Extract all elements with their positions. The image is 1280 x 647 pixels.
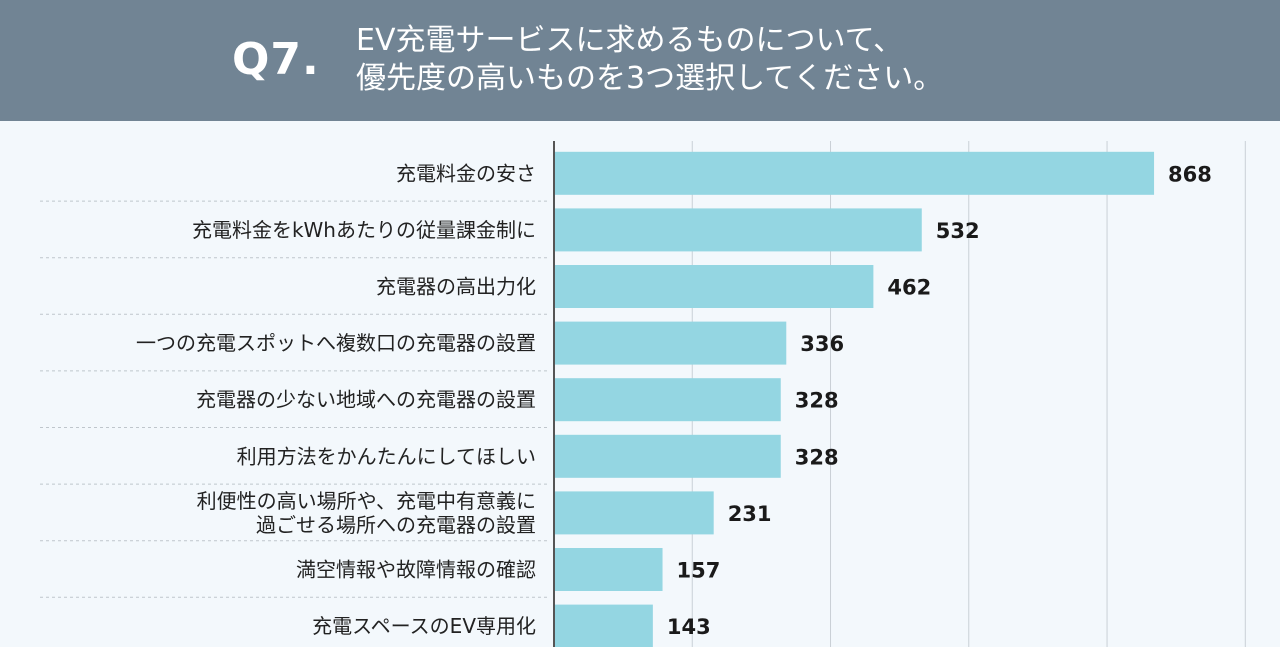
value-label: 532 [936,219,980,243]
category-label: 過ごせる場所への充電器の設置 [256,513,536,537]
bar [554,491,714,535]
value-label: 868 [1168,162,1212,186]
bar [554,604,653,647]
bar [554,208,922,252]
bar [554,151,1155,195]
category-label: 一つの充電スポットへ複数口の充電器の設置 [136,331,536,355]
category-label: 充電器の高出力化 [376,275,536,299]
question-text: EV充電サービスに求めるものについて、 優先度の高いものを3つ選択してください。 [356,23,944,96]
value-label: 157 [677,559,721,583]
bar [554,321,787,365]
category-label: 満空情報や故障情報の確認 [296,558,536,582]
value-label: 143 [667,615,711,639]
question-number: Q7. [232,34,320,85]
bar [554,548,663,591]
value-label: 231 [728,502,772,526]
category-label: 利便性の高い場所や、充電中有意義に [197,489,536,513]
category-label: 充電料金の安さ [396,161,536,185]
category-label: 充電器の少ない地域への充電器の設置 [196,388,536,412]
category-label: 充電料金をkWhあたりの従量課金制に [192,218,536,242]
question-header: Q7. EV充電サービスに求めるものについて、 優先度の高いものを3つ選択してく… [0,0,1280,121]
bar [554,434,781,478]
value-label: 336 [800,332,844,356]
value-label: 328 [795,445,839,469]
value-label: 462 [887,276,931,300]
category-label: 充電スペースのEV専用化 [312,614,536,638]
category-label: 利用方法をかんたんにしてほしい [237,444,536,468]
bar-chart: 868 充電料金の安さ 532 充電料金をkWhあたりの従量課金制に 462 充電器の高出… [0,121,1280,647]
value-label: 328 [795,389,839,413]
bar-chart-svg: 868 充電料金の安さ 532 充電料金をkWhあたりの従量課金制に 462 充電器の高出… [40,141,1246,647]
bar [554,265,874,308]
bar [554,378,781,422]
